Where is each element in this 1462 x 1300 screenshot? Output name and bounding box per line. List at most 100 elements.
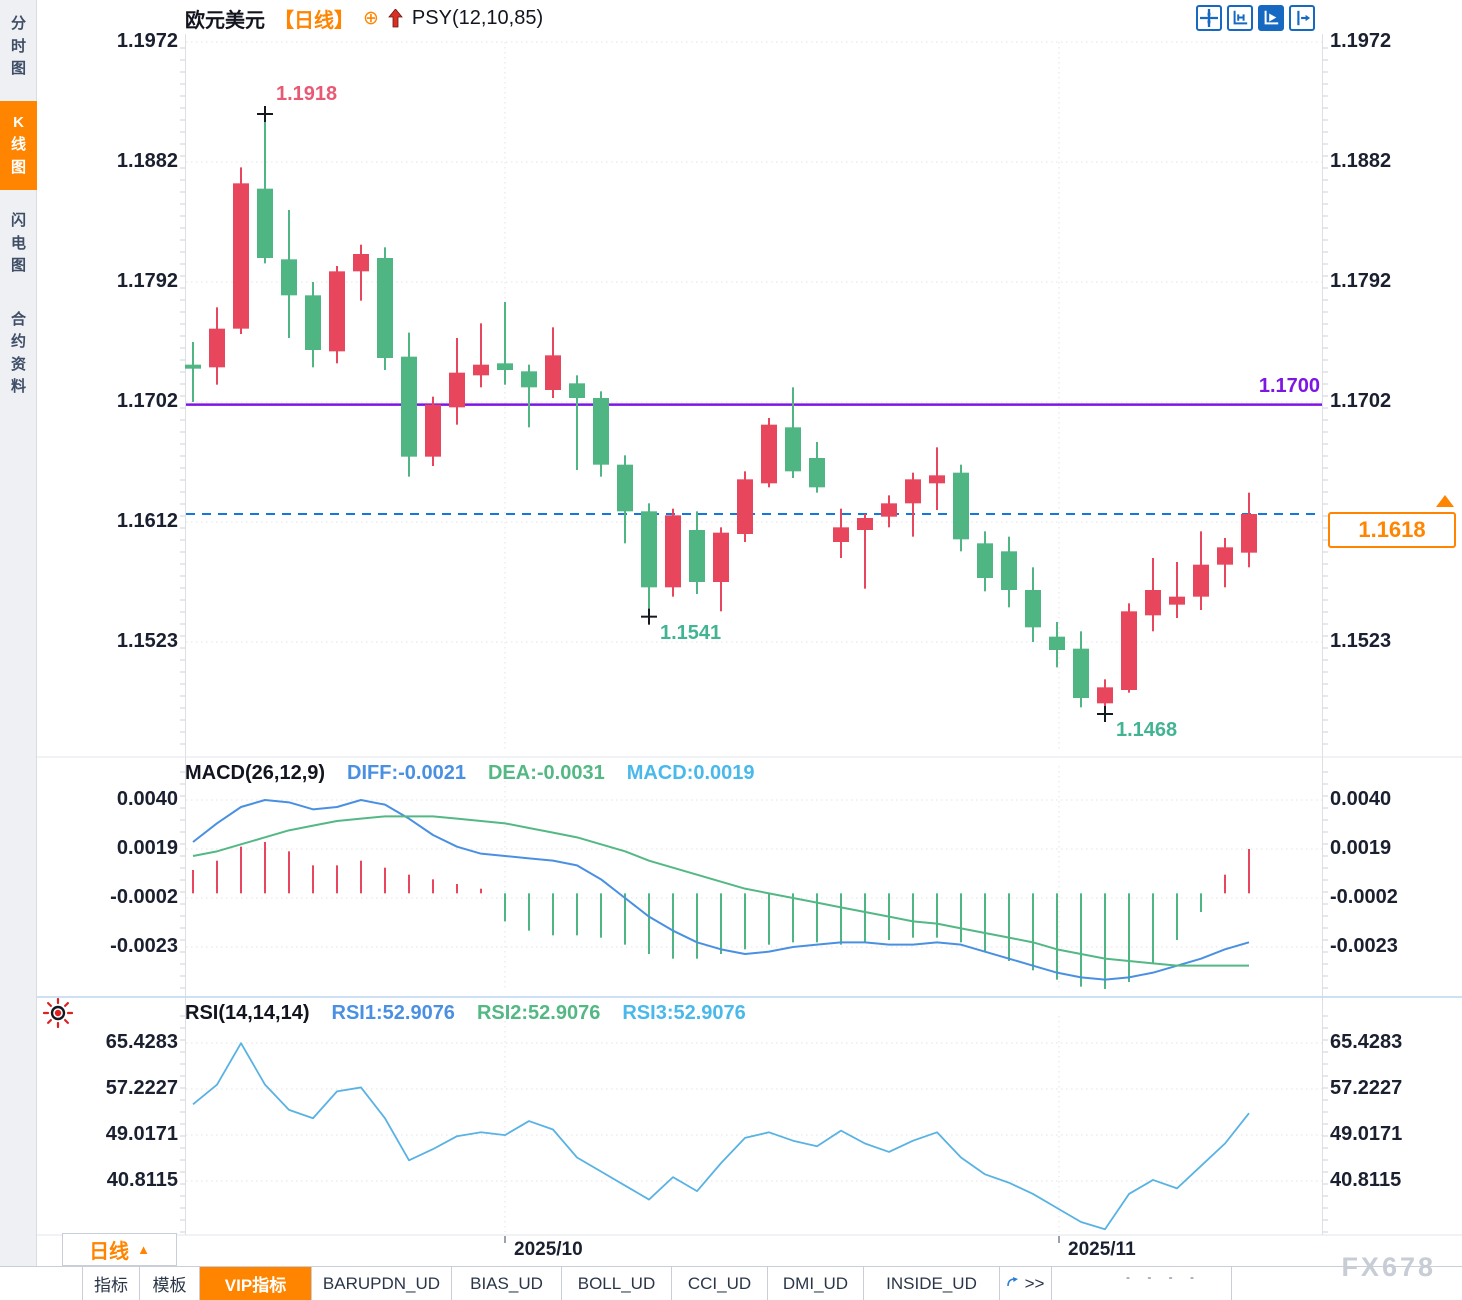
price-tick-right-1: 1.1882 — [1330, 150, 1392, 172]
rsi-tick-left-3: 40.8115 — [106, 1169, 178, 1191]
bottom-tab-6[interactable]: CCI_UD — [672, 1267, 768, 1300]
period-tag[interactable]: 【日线】 — [274, 10, 354, 32]
price-tick-left-1: 1.1882 — [116, 150, 178, 172]
period-selector-label: 日线 — [89, 1241, 130, 1263]
bottom-tab-7[interactable]: DMI_UD — [768, 1267, 864, 1300]
price-tick-left-3: 1.1702 — [116, 390, 178, 412]
rsi-tick-right-0: 65.4283 — [1330, 1031, 1403, 1053]
bottom-tab-label: CCI_UD — [687, 1273, 752, 1293]
sidebar-tab-3[interactable]: 合 约 资 料 — [10, 310, 26, 396]
rsi-tick-left-1: 57.2227 — [105, 1077, 178, 1099]
axis-range-icon[interactable] — [1227, 5, 1253, 31]
bottom-tab-label: INSIDE_UD — [886, 1273, 977, 1293]
indicator-settings-icon[interactable] — [42, 997, 74, 1033]
axis-minor-ticks — [180, 47, 1328, 1233]
macd-title[interactable]: MACD(26,12,9) — [185, 762, 326, 784]
clipped-text: - - - - — [1126, 1270, 1201, 1284]
rsi-tick-left-0: 65.4283 — [105, 1031, 178, 1053]
macd-tick-right-1: 0.0019 — [1330, 837, 1392, 859]
macd-tick-right-0: 0.0040 — [1330, 788, 1392, 810]
macd-diff-line — [192, 799, 1250, 981]
macd-tick-right-2: -0.0002 — [1330, 886, 1398, 908]
annotation-cross-marker — [641, 608, 657, 625]
bottom-tab-label: VIP指标 — [224, 1276, 287, 1295]
bottom-tab-label: BOLL_UD — [577, 1273, 656, 1293]
gridlines — [186, 41, 1322, 1232]
rsi-line — [192, 1042, 1250, 1231]
rsi-title[interactable]: RSI(14,14,14) — [185, 1002, 310, 1024]
macd-header-legend-0: DIFF:-0.0021 — [347, 762, 466, 784]
bottom-tab-5[interactable]: BOLL_UD — [562, 1267, 672, 1300]
macd-tick-left-0: 0.0040 — [116, 788, 178, 810]
bottom-tab-label: 指标 — [94, 1276, 128, 1295]
price-tick-right-5: 1.1523 — [1330, 630, 1392, 652]
collapse-right-icon[interactable] — [1289, 5, 1315, 31]
macd-histogram — [192, 842, 1250, 989]
add-indicator-icon[interactable]: ⊕ — [363, 8, 379, 29]
period-selector[interactable]: 日线 ▲ — [62, 1233, 177, 1266]
last-price-box: 1.1618 — [1328, 512, 1456, 548]
price-tick-right-3: 1.1702 — [1330, 390, 1392, 412]
macd-tick-left-3: -0.0023 — [110, 935, 178, 957]
x-axis-label-0: 2025/10 — [514, 1239, 583, 1260]
chart-toolbar — [1196, 5, 1315, 31]
price-annotation-2: 1.1468 — [1116, 719, 1178, 741]
rsi-tick-right-2: 49.0171 — [1330, 1123, 1403, 1145]
macd-tick-left-2: -0.0002 — [110, 886, 178, 908]
rsi-header: RSI(14,14,14) RSI1:52.9076 RSI2:52.9076 RS… — [185, 1002, 746, 1025]
macd-header: MACD(26,12,9) DIFF:-0.0021 DEA:-0.0031 MAC… — [185, 762, 755, 785]
bottom-tab-label: DMI_UD — [782, 1273, 849, 1293]
chevron-up-icon: ▲ — [137, 1242, 150, 1257]
rsi-header-legend-1: RSI2:52.9076 — [476, 1002, 601, 1024]
left-tab-strip: 分 时 图 K 线 图闪 电 图合 约 资 料 — [0, 0, 37, 1300]
rsi-header-legend-2: RSI3:52.9076 — [622, 1002, 746, 1024]
rsi-tick-right-1: 57.2227 — [1330, 1077, 1403, 1099]
axis-frame — [185, 34, 1323, 1235]
bottom-tab-label: >> — [1024, 1273, 1045, 1293]
macd-dea-line — [192, 815, 1249, 967]
chart-header: 欧元美元 【日线】 ⊕ PSY(12,10,85) — [185, 4, 543, 33]
macd-header-legend-2: MACD:0.0019 — [626, 762, 755, 784]
price-tick-left-2: 1.1792 — [116, 270, 178, 292]
bottom-tab-4[interactable]: BIAS_UD — [452, 1267, 562, 1300]
price-annotation-0: 1.1918 — [276, 83, 338, 105]
bottom-tab-1[interactable]: 模板 — [140, 1267, 200, 1300]
bottom-tab-3[interactable]: BARUPDN_UD — [312, 1267, 452, 1300]
macd-header-legend-1: DEA:-0.0031 — [487, 762, 605, 784]
bottom-tab-label: 模板 — [152, 1276, 187, 1295]
bottom-tab-8[interactable]: INSIDE_UD — [864, 1267, 1000, 1300]
price-tick-right-2: 1.1792 — [1330, 270, 1392, 292]
pan-crosshair-icon[interactable] — [1196, 5, 1222, 31]
price-annotation-1: 1.1541 — [660, 621, 722, 644]
price-tick-left-4: 1.1612 — [116, 510, 178, 532]
annotation-cross-marker — [1097, 706, 1113, 722]
annotation-cross-marker — [257, 106, 273, 122]
sidebar-tab-0[interactable]: 分 时 图 — [10, 15, 26, 77]
macd-tick-left-1: 0.0019 — [116, 837, 178, 859]
rsi-header-legend-0: RSI1:52.9076 — [331, 1002, 455, 1024]
indicator-tab-bar: 指标 模板 VIP指标 BARUPDN_UD BIAS_UD BOLL_UD CCI_UD D… — [0, 1266, 1462, 1300]
brand-watermark: FX678 — [1341, 1252, 1436, 1282]
price-up-arrow-icon — [1436, 495, 1454, 507]
sidebar-tab-1[interactable]: K 线 图 — [0, 100, 37, 190]
bottom-tab-label: BIAS_UD — [470, 1273, 543, 1293]
price-tick-left-5: 1.1523 — [116, 630, 178, 652]
bottom-tab-label: BARUPDN_UD — [322, 1273, 441, 1293]
x-axis-label-1: 2025/11 — [1068, 1239, 1136, 1260]
hline-price-label: 1.1700 — [1258, 375, 1320, 397]
price-tick-left-0: 1.1972 — [116, 30, 178, 52]
axis-play-icon[interactable] — [1258, 5, 1284, 31]
bottom-tab-empty — [1052, 1267, 1232, 1300]
rsi-tick-right-3: 40.8115 — [1330, 1169, 1402, 1191]
symbol-title: 欧元美元 — [185, 10, 265, 32]
psy-arrow-icon — [388, 9, 403, 28]
rsi-tick-left-2: 49.0171 — [105, 1123, 178, 1145]
bottom-tab-9[interactable]: >> — [1000, 1267, 1052, 1300]
overlay-indicator-label[interactable]: PSY(12,10,85) — [411, 7, 544, 29]
macd-tick-right-3: -0.0023 — [1330, 935, 1398, 957]
sidebar-tab-2[interactable]: 闪 电 图 — [10, 212, 26, 274]
bottom-tab-2[interactable]: VIP指标 — [200, 1267, 312, 1300]
bottom-tab-0[interactable]: 指标 — [82, 1267, 140, 1300]
